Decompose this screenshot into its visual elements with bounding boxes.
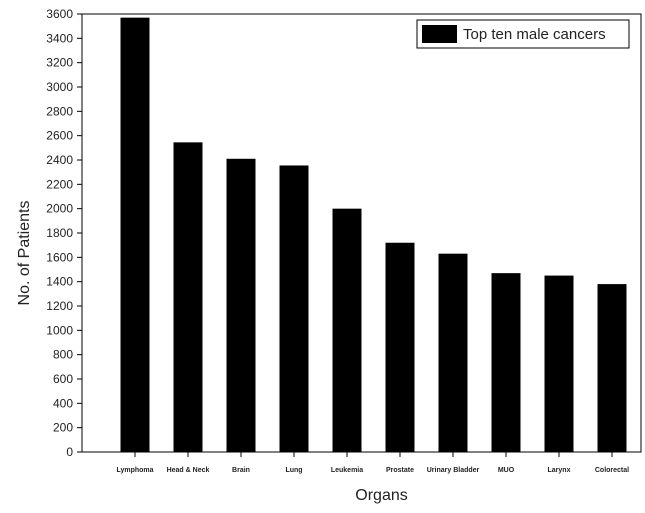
- x-tick-label: Colorectal: [595, 467, 629, 474]
- legend: Top ten male cancers: [416, 19, 630, 49]
- bar: [597, 284, 627, 452]
- bars: [120, 17, 627, 453]
- x-tick-label: Brain: [232, 467, 250, 474]
- bar: [173, 142, 203, 452]
- y-tick-label: 1200: [46, 299, 73, 313]
- y-tick-label: 2800: [46, 104, 73, 118]
- bar: [279, 165, 309, 452]
- bar: [544, 275, 574, 452]
- x-tick-label: Urinary Bladder: [427, 467, 480, 474]
- legend-label: Top ten male cancers: [463, 26, 606, 43]
- y-tick-label: 800: [53, 348, 73, 362]
- x-tick-label: Lymphoma: [116, 467, 153, 474]
- bar: [385, 242, 415, 452]
- x-tick-label: Prostate: [386, 467, 414, 474]
- y-tick-label: 3400: [46, 31, 73, 45]
- x-tick-label: Larynx: [548, 467, 571, 474]
- plot-frame: [81, 13, 642, 453]
- bar: [491, 273, 521, 452]
- y-tick-label: 2000: [46, 202, 73, 216]
- legend-swatch: [422, 25, 457, 43]
- y-tick-label: 600: [53, 372, 73, 386]
- x-tick-label: MUO: [498, 467, 515, 474]
- y-tick-label: 200: [53, 421, 73, 435]
- y-tick-label: 2400: [46, 153, 73, 167]
- y-tick-label: 1600: [46, 250, 73, 264]
- x-tick-label: Leukemia: [331, 467, 363, 474]
- y-tick-label: 0: [66, 445, 73, 459]
- x-axis-ticks: Lymphoma Head & Neck Brain Lung Leukemia Pros…: [116, 452, 629, 474]
- y-tick-label: 1800: [46, 226, 73, 240]
- y-tick-label: 1400: [46, 275, 73, 289]
- x-tick-label: Lung: [285, 467, 302, 474]
- y-tick-label: 2600: [46, 129, 73, 143]
- y-tick-label: 3000: [46, 80, 73, 94]
- x-axis-title: Organs: [355, 487, 407, 504]
- y-tick-label: 3200: [46, 56, 73, 70]
- y-tick-label: 2200: [46, 177, 73, 191]
- bar: [332, 208, 362, 452]
- y-tick-label: 1000: [46, 323, 73, 337]
- y-axis-ticks: 0 200 400 600 800 1000 1200 1400 1600 1800 2000 220…: [46, 7, 82, 459]
- bar: [120, 17, 150, 453]
- bar: [226, 158, 256, 453]
- y-tick-label: 3600: [46, 7, 73, 21]
- y-axis-title: No. of Patients: [16, 201, 33, 306]
- y-tick-label: 400: [53, 396, 73, 410]
- bar: [438, 253, 468, 452]
- x-tick-label: Head & Neck: [167, 467, 210, 474]
